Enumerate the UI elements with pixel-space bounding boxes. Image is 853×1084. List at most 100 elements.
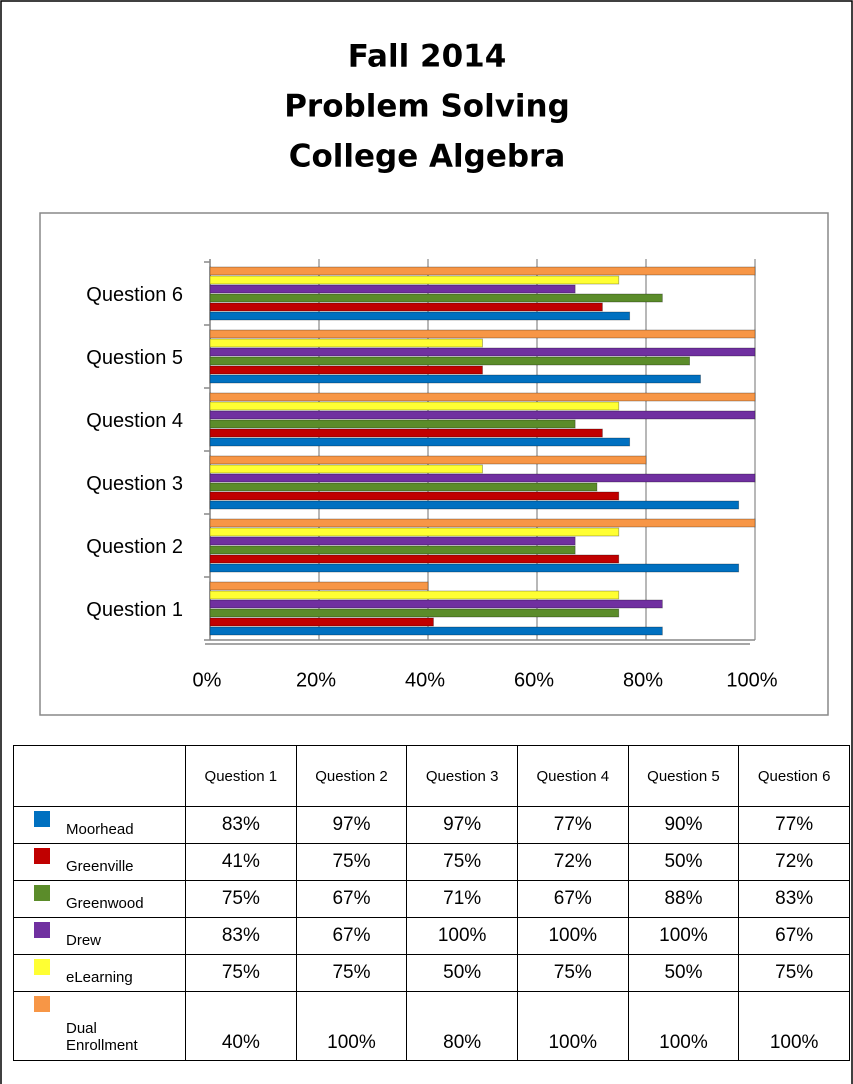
bar xyxy=(209,374,701,384)
table-cell: 83% xyxy=(185,917,297,955)
bar xyxy=(209,365,483,375)
series-name: Greenville xyxy=(66,858,134,875)
bar xyxy=(209,554,620,564)
y-tick-label: Question 1 xyxy=(86,599,183,621)
table-cell: 90% xyxy=(627,806,740,844)
bar xyxy=(209,302,603,312)
table-cell: 100% xyxy=(516,991,629,1061)
table-corner xyxy=(13,745,186,807)
legend-swatch xyxy=(34,996,50,1012)
bar xyxy=(209,347,756,357)
series-name: eLearning xyxy=(66,969,133,986)
bar xyxy=(209,410,756,420)
table-row: Greenwood 75% 67% 71% 67% 88% 83% xyxy=(13,880,850,918)
table-cell: 75% xyxy=(406,843,518,881)
table-cell: 97% xyxy=(406,806,518,844)
table-cell: 100% xyxy=(627,917,740,955)
bar xyxy=(209,293,663,303)
table-cell: 67% xyxy=(295,917,408,955)
bar xyxy=(209,311,631,321)
row-header: eLearning xyxy=(13,954,186,992)
legend-swatch xyxy=(34,885,50,901)
bar xyxy=(209,590,620,600)
x-tick-label: 80% xyxy=(623,669,663,691)
bar xyxy=(209,599,663,609)
y-tick-label: Question 5 xyxy=(86,347,183,369)
legend-swatch xyxy=(34,922,50,938)
column-header: Question 3 xyxy=(406,745,518,807)
column-header: Question 1 xyxy=(185,745,297,807)
column-header: Question 5 xyxy=(627,745,740,807)
bar xyxy=(209,518,756,528)
table-cell: 100% xyxy=(295,991,408,1061)
table-cell: 50% xyxy=(627,954,740,992)
table-cell: 75% xyxy=(516,954,629,992)
table-cell: 71% xyxy=(406,880,518,918)
x-tick-label: 100% xyxy=(726,669,777,691)
bar xyxy=(209,527,620,537)
table-cell: 100% xyxy=(738,991,850,1061)
table-row: Dual Enrollment 40% 100% 80% 100% 100% 100% xyxy=(13,991,850,1061)
table-row: Greenville 41% 75% 75% 72% 50% 72% xyxy=(13,843,850,881)
table-cell: 83% xyxy=(185,806,297,844)
bar xyxy=(209,491,620,501)
table-cell: 67% xyxy=(738,917,850,955)
table-cell: 88% xyxy=(627,880,740,918)
table-cell: 77% xyxy=(738,806,850,844)
table-cell: 75% xyxy=(738,954,850,992)
table-cell: 72% xyxy=(738,843,850,881)
data-table: Question 1 Question 2 Question 3 Question 4… xyxy=(13,745,850,1061)
x-tick-label: 40% xyxy=(405,669,445,691)
column-header: Question 2 xyxy=(295,745,408,807)
y-tick-label: Question 6 xyxy=(86,284,183,306)
table-cell: 67% xyxy=(295,880,408,918)
table-cell: 40% xyxy=(185,991,297,1061)
column-header: Question 4 xyxy=(516,745,629,807)
table-cell: 100% xyxy=(406,917,518,955)
table-cell: 97% xyxy=(295,806,408,844)
row-header: Moorhead xyxy=(13,806,186,844)
table-cell: 67% xyxy=(516,880,629,918)
bar xyxy=(209,419,576,429)
bar xyxy=(209,545,576,555)
y-tick-label: Question 2 xyxy=(86,536,183,558)
bar xyxy=(209,536,576,546)
table-cell: 50% xyxy=(627,843,740,881)
bar xyxy=(209,329,756,339)
bar xyxy=(209,338,483,348)
series-name: Greenwood xyxy=(66,895,144,912)
bar xyxy=(209,428,603,438)
table-cell: 77% xyxy=(516,806,629,844)
legend-swatch xyxy=(34,848,50,864)
y-tick-label: Question 3 xyxy=(86,473,183,495)
bar xyxy=(209,482,598,492)
bar xyxy=(209,437,631,447)
table-row: eLearning 75% 75% 50% 75% 50% 75% xyxy=(13,954,850,992)
row-header: Greenville xyxy=(13,843,186,881)
x-tick-label: 0% xyxy=(193,669,222,691)
row-header: Dual Enrollment xyxy=(13,991,186,1061)
table-cell: 75% xyxy=(295,954,408,992)
chart-title: Fall 2014 xyxy=(348,39,507,75)
series-name: Drew xyxy=(66,932,102,949)
bar xyxy=(209,275,620,285)
bar xyxy=(209,563,740,573)
table-cell: 80% xyxy=(406,991,518,1061)
table-cell: 75% xyxy=(295,843,408,881)
table-cell: 50% xyxy=(406,954,518,992)
row-header: Greenwood xyxy=(13,880,186,918)
series-name: Dual Enrollment xyxy=(66,1020,138,1054)
bar xyxy=(209,608,620,618)
bar xyxy=(209,401,620,411)
table-cell: 75% xyxy=(185,954,297,992)
bar xyxy=(209,284,576,294)
table-cell: 41% xyxy=(185,843,297,881)
legend-swatch xyxy=(34,811,50,827)
x-tick-label: 20% xyxy=(296,669,336,691)
table-cell: 72% xyxy=(516,843,629,881)
table-cell: 75% xyxy=(185,880,297,918)
table-cell: 100% xyxy=(627,991,740,1061)
bar xyxy=(209,617,434,627)
chart-title: Problem Solving xyxy=(284,89,570,125)
